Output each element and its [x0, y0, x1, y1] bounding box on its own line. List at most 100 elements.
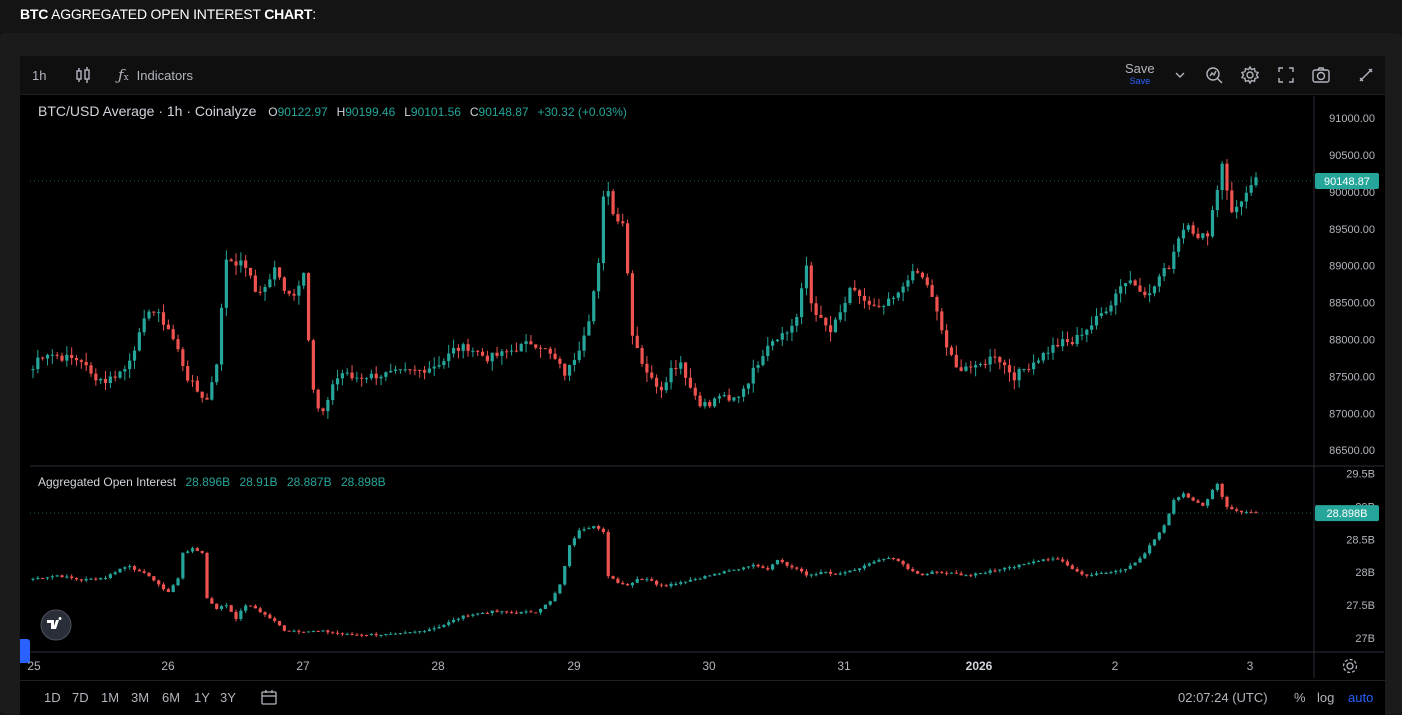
candle-body: [756, 564, 760, 567]
candle-body: [1061, 339, 1065, 347]
candle-body: [858, 568, 862, 571]
save-button[interactable]: Save Save: [1125, 62, 1155, 86]
camera-icon[interactable]: [1311, 65, 1331, 85]
candle-body: [171, 329, 175, 340]
candle-body: [321, 630, 325, 632]
candle-body: [804, 265, 809, 289]
candle-body: [476, 350, 480, 352]
gear-icon[interactable]: [1240, 65, 1260, 85]
range-1m[interactable]: 1M: [101, 690, 120, 705]
candle-body: [1114, 293, 1118, 306]
candle-body: [166, 324, 170, 330]
candle-body: [350, 633, 354, 635]
range-1d[interactable]: 1D: [44, 690, 61, 705]
candle-body: [954, 354, 958, 368]
candle-body: [229, 605, 233, 612]
candle-body: [1215, 483, 1219, 490]
candle-body: [65, 354, 69, 361]
candle-body: [345, 633, 349, 635]
candlestick-type-icon[interactable]: [73, 65, 93, 85]
candle-body: [703, 576, 707, 579]
candle-body: [495, 610, 499, 612]
chevron-down-icon[interactable]: [1170, 65, 1190, 85]
log-toggle[interactable]: log: [1317, 690, 1335, 705]
candle-body: [534, 344, 538, 348]
candle-body: [442, 361, 446, 366]
candle-body: [1128, 565, 1132, 570]
candle-body: [360, 377, 364, 379]
candle-body: [621, 582, 625, 585]
candle-body: [1157, 276, 1161, 287]
candle-body: [1104, 572, 1108, 574]
candle-body: [466, 615, 470, 617]
candle-body: [891, 558, 896, 560]
candle-body: [509, 350, 514, 352]
auto-toggle[interactable]: auto: [1348, 690, 1374, 705]
candle-body: [89, 578, 93, 580]
bottom-toolbar: 1D 7D 1M 3M 6M 1Y 3Y 02:07:24 (UTC) % lo…: [20, 680, 1385, 715]
candle-body: [500, 351, 504, 356]
candle-body: [505, 611, 509, 613]
range-3y[interactable]: 3Y: [220, 690, 236, 705]
candle-body: [862, 565, 867, 569]
candle-body: [650, 372, 654, 378]
indicators-button[interactable]: ƒx Indicators: [118, 56, 193, 94]
candle-body: [432, 628, 436, 630]
range-7d[interactable]: 7D: [72, 690, 89, 705]
y-tick-label: 28.5B: [1346, 534, 1375, 546]
y-tick-label: 91000.00: [1329, 113, 1375, 125]
candle-body: [1070, 565, 1074, 570]
candle-body: [186, 551, 190, 553]
candle-body: [205, 552, 209, 599]
last-value-label: 28.898B: [1327, 508, 1368, 520]
candle-body: [1249, 512, 1253, 514]
interval-button[interactable]: 1h: [32, 56, 46, 94]
legend-l-label: L: [404, 105, 411, 119]
calendar-icon[interactable]: [260, 688, 278, 709]
utc-clock[interactable]: 02:07:24 (UTC): [1178, 690, 1268, 705]
candle-body: [277, 267, 282, 278]
candle-body: [1210, 210, 1215, 237]
candle-body: [306, 631, 311, 633]
candle-body: [887, 558, 891, 560]
candle-body: [829, 325, 833, 333]
tradingview-logo[interactable]: [40, 609, 72, 641]
y-tick-label: 27.5B: [1346, 600, 1375, 612]
candle-body: [287, 290, 291, 294]
candle-body: [809, 574, 813, 576]
percent-toggle[interactable]: %: [1294, 690, 1306, 705]
candle-body: [45, 354, 50, 359]
candle-body: [1201, 233, 1205, 239]
candle-body: [616, 214, 620, 222]
range-1y[interactable]: 1Y: [194, 690, 210, 705]
drawing-pencil-icon[interactable]: [1356, 65, 1376, 85]
candle-body: [935, 296, 939, 312]
magnifier-chart-icon[interactable]: [1204, 65, 1224, 85]
candle-body: [1041, 559, 1045, 561]
fullscreen-icon[interactable]: [1276, 65, 1296, 85]
candle-body: [998, 356, 1002, 363]
candle-body: [751, 367, 755, 384]
candle-body: [1032, 362, 1036, 370]
range-6m[interactable]: 6M: [162, 690, 181, 705]
settings-gear-icon[interactable]: [1342, 658, 1358, 674]
candle-body: [1167, 268, 1171, 270]
candle-body: [70, 354, 74, 359]
candle-body: [123, 567, 127, 569]
candle-body: [1022, 368, 1026, 370]
candle-body: [74, 578, 79, 580]
indicators-label: Indicators: [136, 67, 194, 83]
candle-body: [147, 572, 151, 577]
candle-body: [567, 364, 572, 376]
candle-body: [118, 371, 122, 378]
x-tick-label: 29: [567, 659, 581, 673]
candle-body: [1181, 493, 1186, 498]
candle-body: [79, 360, 83, 362]
side-panel-handle[interactable]: [20, 639, 30, 663]
range-3m[interactable]: 3M: [131, 690, 150, 705]
candle-body: [1022, 563, 1026, 565]
candle-body: [732, 397, 736, 401]
page-title-colon: :: [312, 6, 316, 22]
candle-body: [331, 384, 335, 401]
